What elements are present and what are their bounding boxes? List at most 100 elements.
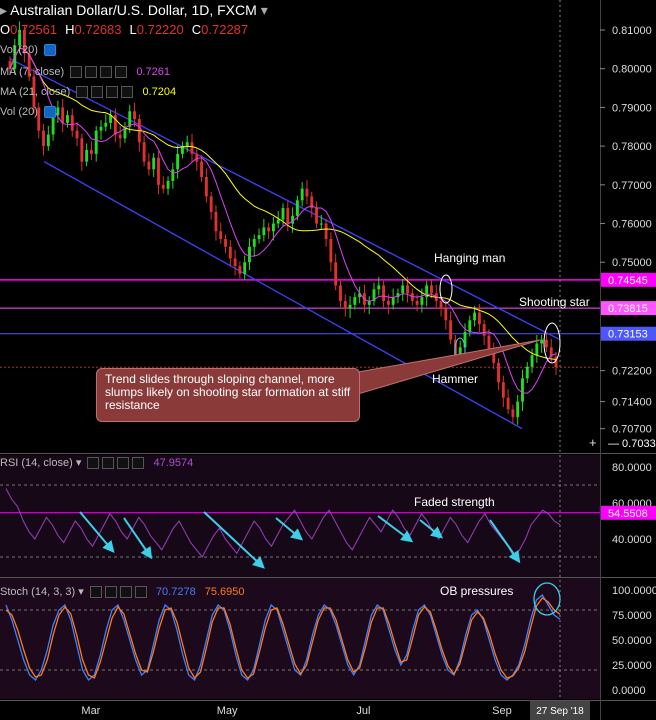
stoch-line <box>5 594 561 682</box>
candle-body <box>439 300 443 309</box>
collapse-chevron-icon[interactable]: ▸ <box>0 2 8 18</box>
eye-icon[interactable] <box>87 457 100 470</box>
close-icon[interactable] <box>132 457 145 470</box>
candle-body <box>521 378 524 402</box>
visibility-eye-icon[interactable] <box>43 44 56 57</box>
candle-body <box>348 304 352 309</box>
candle-body <box>497 362 500 383</box>
price-tick-label: 0.77000 <box>612 180 652 192</box>
candle-body <box>8 60 12 69</box>
price-tick-label: 0.70700 <box>612 424 652 436</box>
candle-body <box>525 366 529 379</box>
price-tag-label: 0.74545 <box>608 275 648 287</box>
candle-body <box>267 227 271 232</box>
candle-body <box>66 115 69 123</box>
candle-body <box>113 115 117 135</box>
candle-body <box>147 161 151 170</box>
candle-body <box>22 30 26 54</box>
close-icon[interactable] <box>121 86 134 99</box>
candle-body <box>80 138 84 162</box>
settings-gear-icon[interactable] <box>104 586 117 599</box>
source-icon[interactable] <box>100 66 113 79</box>
rsi-trend-arrow <box>489 519 521 564</box>
ohlc-row: O0.72561 H0.72683 L0.72220 C0.72287 <box>0 22 256 37</box>
faded-strength-label: Faded strength <box>414 495 495 509</box>
stoch-d-value: 75.6950 <box>204 586 245 598</box>
source-icon[interactable] <box>106 86 119 99</box>
candle-body <box>540 339 544 344</box>
candle-body <box>157 157 160 185</box>
rsi-tag-bg <box>601 505 656 520</box>
source-icon[interactable] <box>117 457 130 470</box>
candle-body <box>463 331 467 348</box>
source-icon[interactable] <box>119 586 132 599</box>
time-tick-label: May <box>217 705 238 717</box>
candle-body <box>420 297 424 305</box>
time-tick-label: Sep <box>492 705 512 717</box>
price-tick-label: 0.75000 <box>612 257 652 269</box>
indicator-vol-row[interactable]: Vol (20) <box>0 44 56 57</box>
rsi-trend-arrow <box>377 515 414 543</box>
candle-body <box>511 409 515 418</box>
candle-body <box>123 126 127 139</box>
rsi-trend-arrow <box>123 517 153 560</box>
candle-body <box>233 258 237 267</box>
rsi-legend[interactable]: RSI (14, close) ▾ 47.9574 <box>0 456 194 470</box>
candle-body <box>51 115 55 135</box>
candle-body <box>516 401 520 418</box>
settings-gear-icon[interactable] <box>102 457 115 470</box>
visibility-eye-icon[interactable] <box>43 106 56 119</box>
candle-body <box>458 347 462 356</box>
close-icon[interactable] <box>115 66 128 79</box>
hanging-man-ellipse <box>439 274 453 304</box>
close-icon[interactable] <box>134 586 147 599</box>
indicator-ma7-row[interactable]: MA (7, close) 0.7261 <box>0 66 170 79</box>
candle-body <box>295 200 299 216</box>
candle-body <box>501 382 505 398</box>
candle-body <box>171 169 175 181</box>
candle-body <box>415 300 419 305</box>
symbol-dropdown-icon[interactable]: ▾ <box>260 2 268 18</box>
channel-line <box>43 161 523 430</box>
eye-icon[interactable] <box>76 86 89 99</box>
candle-body <box>339 285 342 301</box>
candle-body <box>161 184 165 189</box>
candle-body <box>27 53 31 77</box>
eye-icon[interactable] <box>89 586 102 599</box>
candle-body <box>473 312 477 321</box>
candle-body <box>180 146 184 154</box>
candle-body <box>286 208 290 224</box>
candle-body <box>353 297 357 305</box>
candle-body <box>276 219 280 224</box>
ohlc-value: 0.72561 <box>10 22 58 37</box>
shooting-star-label: Shooting star <box>519 295 590 309</box>
price-tag-bg <box>601 272 656 287</box>
settings-gear-icon[interactable] <box>85 66 98 79</box>
candle-body <box>554 356 558 368</box>
candle-body <box>42 130 45 147</box>
indicator-ma21-row[interactable]: MA (21, close) 0.7204 <box>0 86 177 99</box>
stoch-legend[interactable]: Stoch (14, 3, 3) ▾ 70.7278 75.6950 <box>0 585 245 599</box>
candle-body <box>544 339 548 348</box>
rsi-trend-arrow <box>419 519 444 539</box>
stoch-tick-label: 0.0000 <box>612 685 646 697</box>
candle-body <box>291 215 295 224</box>
candle-body <box>195 153 199 162</box>
price-tick-label: 0.76000 <box>612 219 652 231</box>
settings-gear-icon[interactable] <box>91 86 104 99</box>
indicator-value: 0.7204 <box>142 86 177 98</box>
candle-body <box>61 107 65 123</box>
chevron-down-icon[interactable]: ▾ <box>78 586 84 598</box>
candle-body <box>549 347 553 357</box>
candle-body <box>406 285 409 294</box>
rsi-value: 47.9574 <box>153 457 194 469</box>
candle-body <box>185 142 189 147</box>
chevron-down-icon[interactable]: ▾ <box>75 457 82 469</box>
candle-body <box>224 239 227 247</box>
eye-icon[interactable] <box>70 66 83 79</box>
candle-body <box>70 115 74 131</box>
indicator-vol2-row[interactable]: Vol (20) <box>0 106 56 119</box>
crosshair-plus-icon: + <box>589 435 597 450</box>
candle-body <box>200 161 204 178</box>
candle-body <box>142 142 146 162</box>
